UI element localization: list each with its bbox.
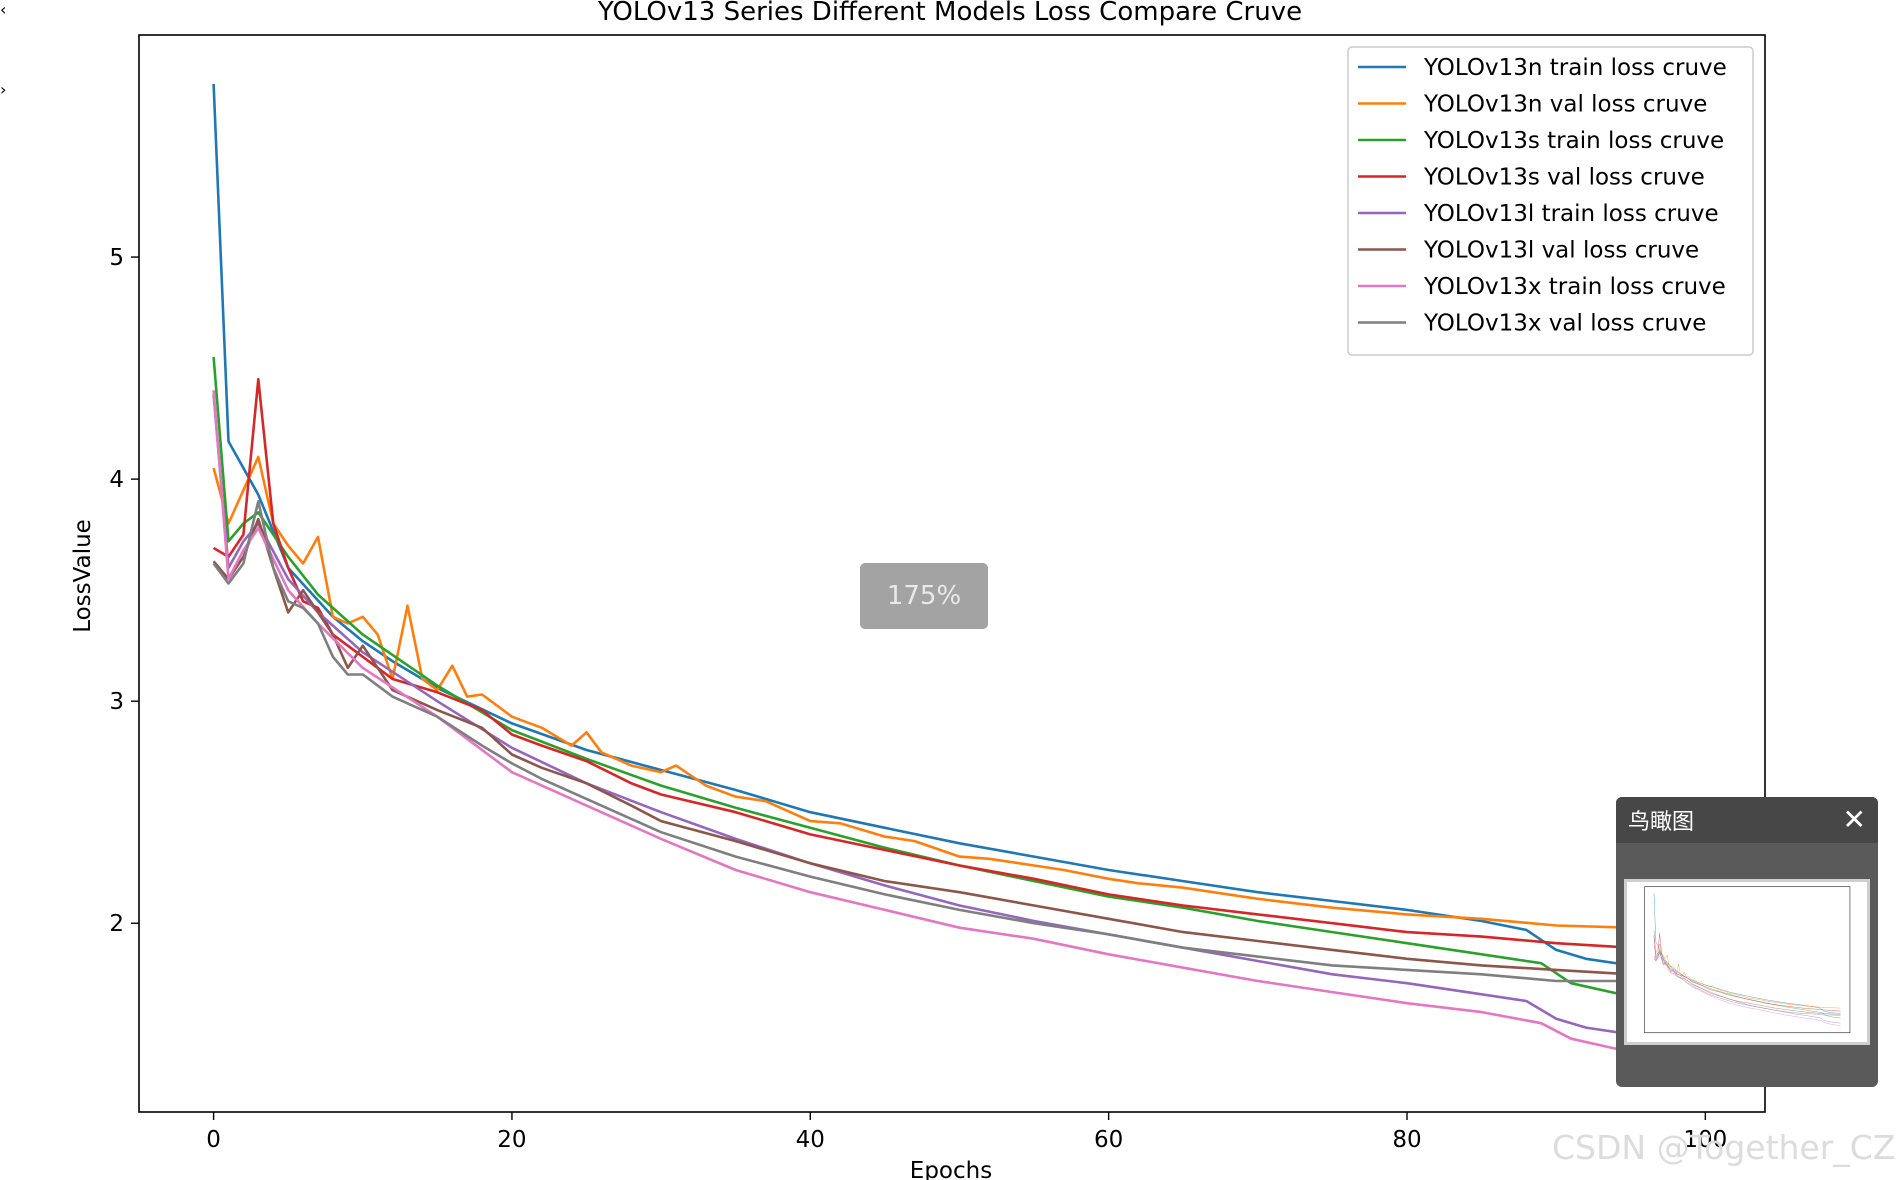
minimap-thumbnail [1627,882,1867,1042]
x-tick-label: 40 [796,1127,825,1153]
series-line-6 [212,517,1691,978]
legend-label: YOLOv13l train loss cruve [1423,201,1719,227]
series-lines [212,83,1691,1060]
y-tick-label: 4 [109,467,124,493]
series-line-1 [212,83,1691,969]
series-line-5 [212,394,1691,1043]
series-line-6 [1653,952,1841,1015]
chevron-right-icon: › [0,80,7,99]
x-axis-label: Epochs [910,1158,992,1180]
y-axis-label: LossValue [70,519,96,633]
series-line-3 [1653,930,1841,1019]
series-line-4 [1653,933,1841,1012]
x-tick-label: 100 [1683,1127,1727,1153]
series-line-8 [1653,949,1841,1016]
next-image-button[interactable]: › [0,80,80,160]
legend: YOLOv13n train loss cruve YOLOv13n val lo… [1347,46,1754,356]
watermark: CSDN @Together_CZ [1552,1128,1896,1167]
previous-image-button[interactable]: ‹ [0,0,53,80]
series-line-3 [212,356,1691,1005]
plot-frame [138,34,1766,1113]
legend-label: YOLOv13l val loss cruve [1423,238,1699,264]
series-line-5 [1653,935,1841,1024]
legend-label: YOLOv13n train loss cruve [1423,55,1727,81]
x-tick-label: 20 [497,1127,526,1153]
legend-label: YOLOv13s train loss cruve [1423,128,1724,154]
series-line-7 [1653,934,1841,1026]
legend-label: YOLOv13n val loss cruve [1423,92,1707,118]
chevron-left-icon: ‹ [0,0,7,19]
series-line-8 [212,500,1691,987]
series-line-4 [212,377,1691,954]
y-tick-label: 2 [109,911,124,937]
series-line-1 [1653,893,1841,1014]
x-tick-label: 80 [1392,1127,1421,1153]
y-tick-label: 5 [109,245,124,271]
zoom-level-text: 175% [886,581,962,611]
x-tick-label: 0 [206,1127,221,1153]
minimap-panel[interactable]: 鸟瞰图 ✕ [1616,797,1878,1087]
close-icon[interactable]: ✕ [1842,803,1866,836]
legend-box [1347,46,1754,356]
minimap-title: 鸟瞰图 [1628,810,1695,835]
y-tick-label: 3 [109,689,124,715]
chart-title: YOLOv13 Series Different Models Loss Com… [597,0,1302,27]
minimap-header: 鸟瞰图 ✕ [1616,797,1878,843]
axis-ticks: 0 20 40 60 80 100 2 3 4 5 [109,245,1727,1153]
series-line-7 [212,390,1691,1060]
legend-label: YOLOv13s val loss cruve [1423,165,1705,191]
legend-label: YOLOv13x val loss cruve [1423,311,1706,337]
zoom-level-badge: 175% [860,563,988,629]
minimap-viewport[interactable] [1624,879,1870,1045]
x-tick-label: 60 [1094,1127,1123,1153]
series-line-2 [212,455,1691,932]
legend-label: YOLOv13x train loss cruve [1423,274,1726,300]
series-line-2 [1653,943,1841,1009]
